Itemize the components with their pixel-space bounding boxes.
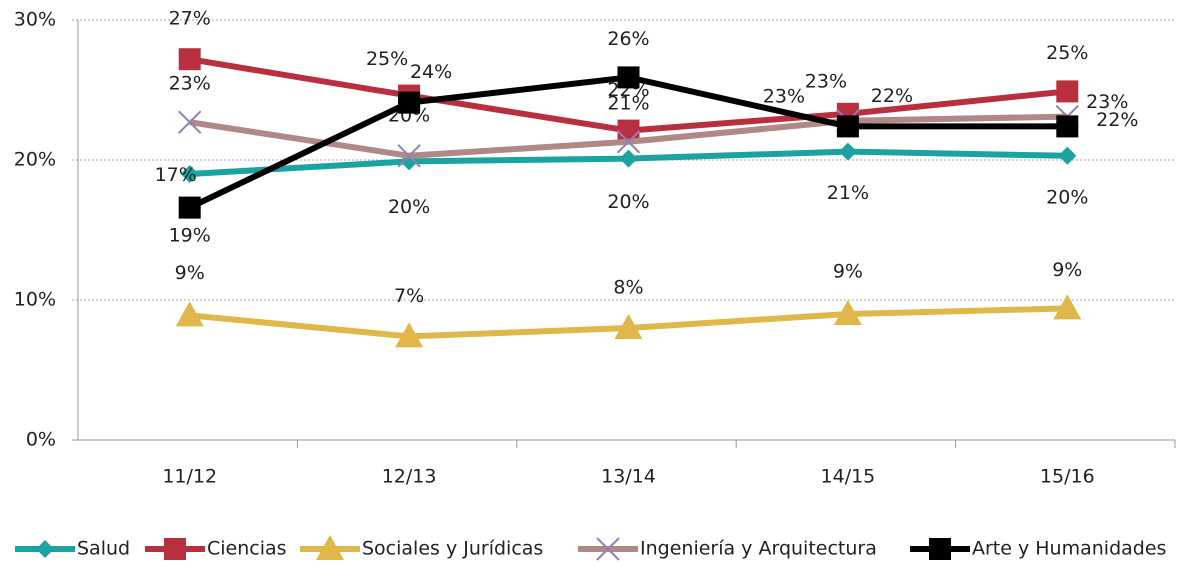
- data-label: 27%: [169, 8, 211, 30]
- data-label: 23%: [805, 70, 847, 92]
- data-label: 19%: [169, 225, 211, 247]
- data-label: 23%: [1086, 91, 1128, 113]
- marker: [398, 91, 421, 114]
- marker: [619, 149, 638, 168]
- marker: [596, 537, 620, 561]
- marker: [1056, 80, 1079, 103]
- data-label: 23%: [169, 73, 211, 95]
- y-tick-label: 30%: [14, 9, 56, 31]
- marker: [36, 540, 54, 558]
- legend-label: Ciencias: [207, 538, 287, 560]
- legend-label: Ingeniería y Arquitectura: [640, 538, 877, 560]
- x-tick-label: 11/12: [162, 466, 217, 488]
- data-label: 8%: [613, 277, 643, 299]
- data-label: 26%: [607, 28, 649, 50]
- legend-label: Salud: [77, 538, 130, 560]
- data-label: 9%: [175, 262, 205, 284]
- legend-item: Ciencias: [145, 538, 287, 560]
- marker: [838, 142, 857, 161]
- data-label: 21%: [827, 182, 869, 204]
- data-label: 9%: [833, 261, 863, 283]
- legend-label: Sociales y Jurídicas: [362, 538, 543, 560]
- x-tick-label: 12/13: [382, 466, 437, 488]
- y-tick-label: 0%: [26, 429, 56, 451]
- data-label: 17%: [155, 164, 197, 186]
- marker: [178, 196, 201, 219]
- x-tick-label: 14/15: [821, 466, 876, 488]
- marker: [833, 300, 862, 325]
- legend-item: Arte y Humanidades: [910, 538, 1166, 560]
- marker: [178, 48, 201, 71]
- marker: [617, 66, 640, 89]
- data-label: 9%: [1052, 259, 1082, 281]
- data-label: 20%: [388, 196, 430, 218]
- marker: [1058, 146, 1077, 165]
- marker: [395, 322, 424, 348]
- marker: [614, 314, 643, 339]
- x-tick-label: 13/14: [601, 466, 656, 488]
- marker: [1053, 294, 1082, 320]
- data-label: 20%: [607, 191, 649, 213]
- marker: [175, 301, 204, 327]
- data-label: 21%: [607, 92, 649, 114]
- data-label: 25%: [366, 48, 408, 70]
- legend-item: Sociales y Jurídicas: [300, 535, 543, 560]
- marker: [177, 110, 202, 134]
- marker: [836, 115, 859, 138]
- legend-item: Ingeniería y Arquitectura: [578, 537, 877, 561]
- marker: [397, 144, 421, 168]
- data-label: 24%: [410, 61, 452, 83]
- marker: [1056, 115, 1079, 138]
- y-tick-label: 10%: [14, 289, 56, 311]
- data-label: 25%: [1046, 42, 1088, 64]
- marker: [180, 165, 199, 183]
- legend-label: Arte y Humanidades: [972, 538, 1166, 560]
- data-label: 23%: [763, 85, 805, 107]
- data-label: 20%: [1046, 186, 1088, 208]
- data-label: 22%: [871, 85, 913, 107]
- y-tick-label: 20%: [14, 149, 56, 171]
- marker: [616, 130, 641, 154]
- data-label: 22%: [1096, 109, 1138, 131]
- data-label: 7%: [394, 285, 424, 307]
- marker: [929, 538, 951, 560]
- x-tick-label: 15/16: [1040, 466, 1095, 488]
- marker: [164, 538, 186, 560]
- marker: [316, 535, 344, 560]
- legend-item: Salud: [15, 538, 130, 560]
